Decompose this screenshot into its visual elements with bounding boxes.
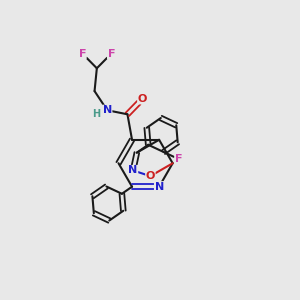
Text: F: F bbox=[79, 49, 86, 58]
Text: N: N bbox=[128, 166, 138, 176]
Text: F: F bbox=[107, 49, 115, 58]
Text: N: N bbox=[103, 105, 112, 115]
Text: O: O bbox=[146, 171, 155, 181]
Text: H: H bbox=[92, 109, 100, 119]
Text: N: N bbox=[154, 182, 164, 192]
Text: F: F bbox=[175, 154, 182, 164]
Text: O: O bbox=[138, 94, 147, 104]
